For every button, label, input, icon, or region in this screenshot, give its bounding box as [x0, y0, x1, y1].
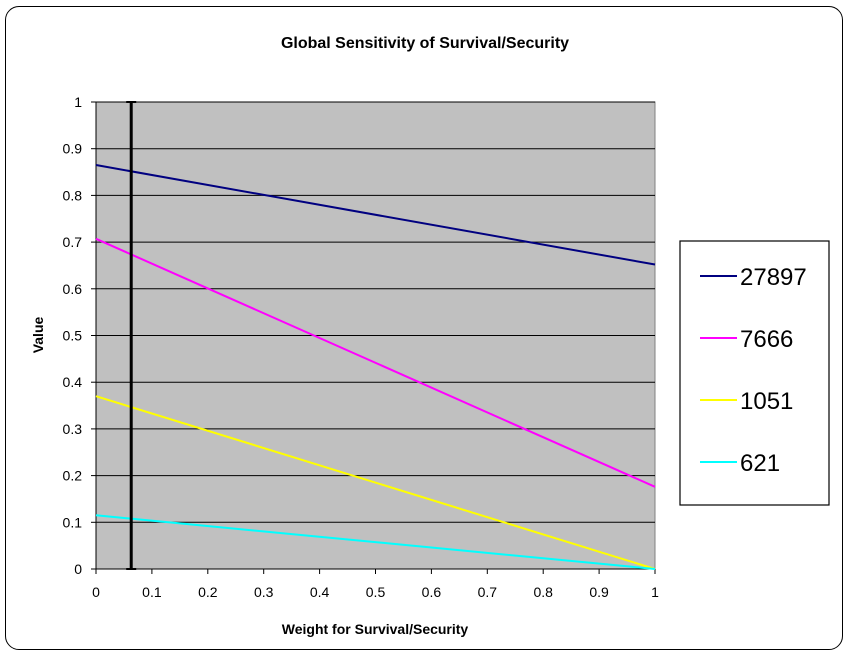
x-tick-label: 0.1: [142, 584, 162, 600]
y-tick-label: 1: [74, 94, 82, 110]
y-tick-label: 0.8: [63, 187, 83, 203]
x-tick-label: 0.5: [366, 584, 386, 600]
legend-label: 1051: [740, 388, 793, 415]
chart-title: Global Sensitivity of Survival/Security: [281, 35, 569, 52]
y-tick-label: 0: [74, 561, 82, 577]
legend-label: 27897: [740, 264, 807, 291]
legend-label: 621: [740, 450, 780, 477]
series-line-621: [95, 514, 656, 570]
series-line-7666: [95, 237, 656, 488]
y-axis-ticks: 0 0.1 0.2 0.3 0.4 0.5 0.6 0.7 0.8 0.9 1: [63, 94, 96, 577]
y-tick-label: 0.4: [63, 374, 83, 390]
x-tick-label: 0.2: [198, 584, 218, 600]
legend: 27897 7666 1051 621: [700, 264, 807, 477]
x-tick-label: 1: [651, 584, 659, 600]
x-tick-label: 0.9: [589, 584, 609, 600]
x-tick-label: 0.8: [533, 584, 553, 600]
x-tick-label: 0: [92, 584, 100, 600]
y-tick-label: 0.9: [63, 141, 83, 157]
series-line-1051: [95, 395, 656, 570]
y-tick-label: 0.5: [63, 328, 83, 344]
y-axis-label: Value: [30, 317, 46, 354]
x-tick-label: 0.3: [254, 584, 274, 600]
x-axis-ticks: 0 0.1 0.2 0.3 0.4 0.5 0.6 0.7 0.8 0.9 1: [92, 569, 659, 600]
series-lines: [95, 164, 656, 570]
series-line-27897: [95, 164, 656, 266]
x-tick-label: 0.6: [422, 584, 442, 600]
y-tick-label: 0.3: [63, 421, 83, 437]
y-tick-label: 0.1: [63, 514, 83, 530]
y-tick-label: 0.6: [63, 281, 83, 297]
x-axis-label: Weight for Survival/Security: [282, 621, 469, 637]
x-tick-label: 0.7: [478, 584, 498, 600]
x-tick-label: 0.4: [310, 584, 330, 600]
legend-label: 7666: [740, 326, 793, 353]
grid-lines: [95, 101, 655, 570]
y-tick-label: 0.7: [63, 234, 83, 250]
y-tick-label: 0.2: [63, 468, 83, 484]
